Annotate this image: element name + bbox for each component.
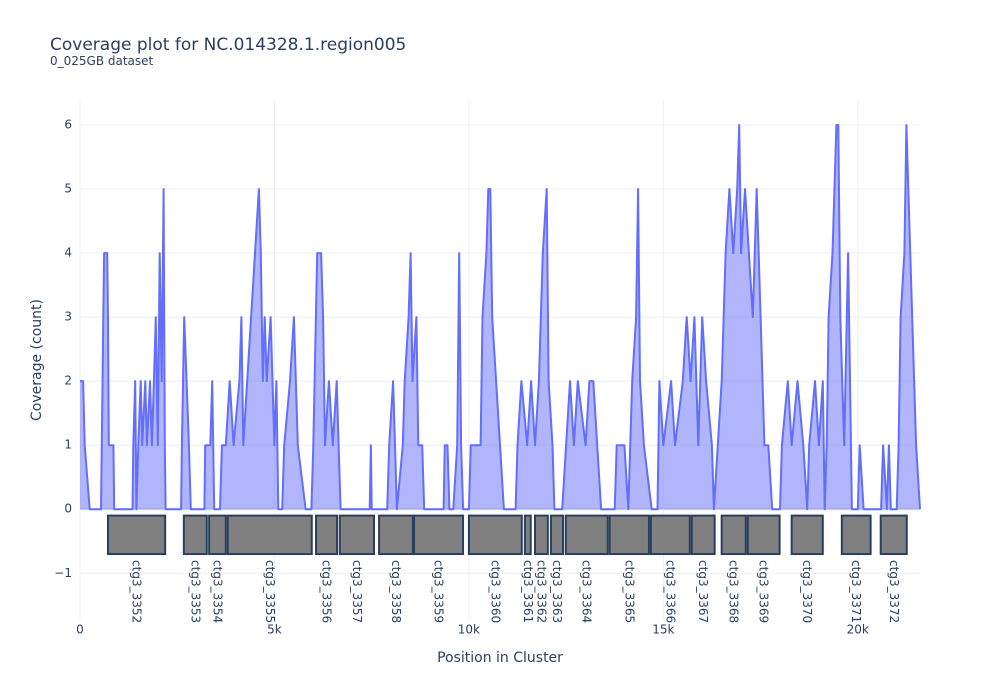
y-tick-label: −1 [54,566,72,580]
gene-label: ctg3_3358 [389,560,403,623]
gene-label: ctg3_3370 [800,560,814,623]
gene-box [649,514,691,556]
x-tick-label: 20k [847,623,869,637]
gene-label: ctg3_3363 [550,560,564,623]
x-tick-label: 0 [76,623,84,637]
gene-box [378,514,414,556]
gene-box [413,514,465,556]
gene-box [338,514,375,556]
gene-label: ctg3_3361 [521,560,535,623]
y-tick-label: 1 [64,438,72,452]
gene-box [534,514,549,556]
x-axis-title: Position in Cluster [437,650,563,666]
y-tick-label: 6 [64,117,72,131]
y-tick-label: 2 [64,374,72,388]
gene-box [564,514,609,556]
gene-box [315,514,339,556]
chart-title: Coverage plot for NC.014328.1.region005 [50,35,406,55]
chart-subtitle: 0_025GB dataset [50,54,154,68]
gene-box [720,514,747,556]
gene-box [226,514,313,556]
x-tick-label: 10k [458,623,480,637]
y-tick-label: 4 [64,246,72,260]
gene-box [790,514,824,556]
gene-label: ctg3_3366 [663,560,677,623]
gene-label: ctg3_3369 [757,560,771,623]
coverage-area [80,125,920,510]
gene-box [182,514,208,556]
gene-label: ctg3_3352 [130,560,144,623]
gene-box [746,514,781,556]
gene-label: ctg3_3364 [580,560,594,623]
y-tick-label: 0 [64,502,72,516]
gene-label: ctg3_3368 [727,560,741,623]
gene-label: ctg3_3371 [849,560,863,623]
gene-label: ctg3_3362 [534,560,548,623]
y-tick-label: 3 [64,310,72,324]
gene-label: ctg3_3359 [432,560,446,623]
x-tick-label: 15k [652,623,674,637]
gene-label: ctg3_3356 [320,560,334,623]
gene-label: ctg3_3357 [350,560,364,623]
gene-label: ctg3_3365 [622,560,636,623]
gene-label: ctg3_3372 [887,560,901,623]
gene-box [523,514,532,556]
gene-label: ctg3_3355 [263,560,277,623]
gene-box [690,514,716,556]
y-axis-title: Coverage (count) [29,299,45,421]
gene-box [107,514,167,556]
gene-box [467,514,523,556]
gene-box [879,514,908,556]
gene-box [549,514,565,556]
gene-box [208,514,227,556]
y-tick-label: 5 [64,182,72,196]
gene-label: ctg3_3353 [188,560,202,623]
gene-box [608,514,650,556]
gene-label: ctg3_3354 [210,560,224,623]
gene-label: ctg3_3360 [488,560,502,623]
coverage-line [80,124,921,511]
x-tick-label: 5k [267,623,282,637]
gene-label: ctg3_3367 [696,560,710,623]
gene-box [840,514,872,556]
